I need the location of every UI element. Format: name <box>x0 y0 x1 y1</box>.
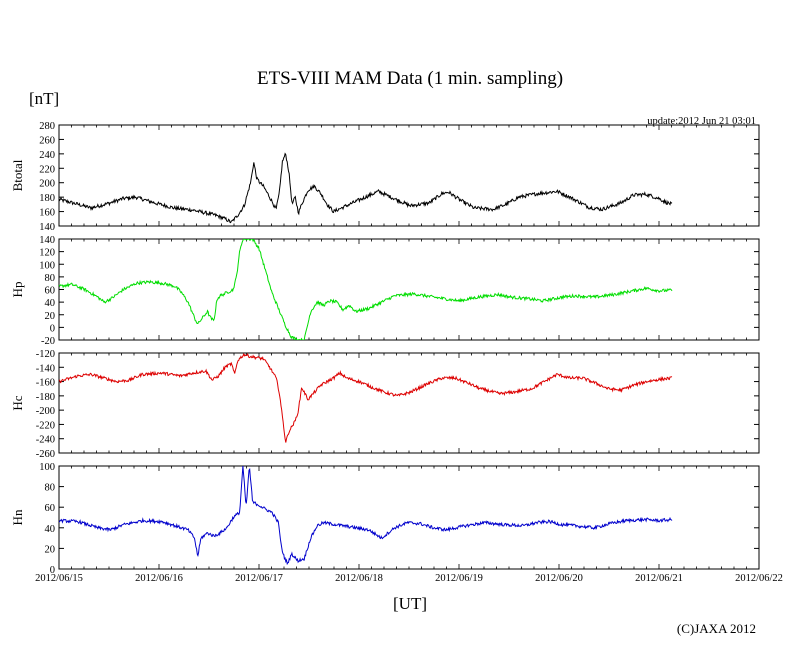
y-tick-label: 20 <box>45 311 56 322</box>
y-tick-label: 140 <box>39 222 55 233</box>
y-tick-label: -240 <box>36 435 55 446</box>
y-tick-label: -180 <box>36 392 55 403</box>
panel-frame <box>58 465 760 570</box>
y-tick-label: 80 <box>45 273 56 284</box>
y-tick-label: 120 <box>39 248 55 259</box>
x-tick-label: 2012/06/20 <box>535 573 583 584</box>
y-axis-label-hc: Hc <box>10 395 25 410</box>
series-line-hp <box>59 239 673 340</box>
y-axis-label-btotal: Btotal <box>10 159 25 191</box>
x-axis-label: [UT] <box>393 594 427 613</box>
series-line-hn <box>59 466 673 566</box>
series-line-hc <box>59 353 673 443</box>
x-tick-label: 2012/06/17 <box>235 573 283 584</box>
y-tick-label: 200 <box>39 179 55 190</box>
y-tick-label: 260 <box>39 135 55 146</box>
y-tick-label: 100 <box>39 462 55 473</box>
y-tick-label: 20 <box>45 544 56 555</box>
y-tick-label: 40 <box>45 298 56 309</box>
y-tick-label: -140 <box>36 363 55 374</box>
panel-hn: 0 20 40 60 80 100 Hn <box>10 462 760 576</box>
panel-btotal: 140 160 180 200 220 240 260 280 Btotal <box>10 121 760 233</box>
y-axis-label-hp: Hp <box>10 282 25 298</box>
update-timestamp: update:2012 Jun 21 03:01 <box>647 116 756 127</box>
x-tick-labels: 2012/06/15 2012/06/16 2012/06/17 2012/06/18… <box>35 573 783 584</box>
chart-title: ETS-VIII MAM Data (1 min. sampling) <box>257 68 563 89</box>
x-tick-label: 2012/06/21 <box>635 573 683 584</box>
y-tick-label: 140 <box>39 235 55 246</box>
unit-label: [nT] <box>29 89 59 108</box>
y-tick-label: -220 <box>36 420 55 431</box>
y-tick-label: 220 <box>39 164 55 175</box>
y-tick-label: 100 <box>39 260 55 271</box>
y-tick-label: 180 <box>39 193 55 204</box>
panel-frame <box>58 352 760 454</box>
x-tick-label: 2012/06/18 <box>335 573 383 584</box>
y-tick-label: 160 <box>39 208 55 219</box>
y-tick-label: 0 <box>50 323 55 334</box>
x-tick-label: 2012/06/15 <box>35 573 83 584</box>
x-tick-label: 2012/06/22 <box>735 573 783 584</box>
y-tick-label: 60 <box>45 503 56 514</box>
panels-group: 140160180200220240260280Btotal-200204060… <box>10 121 760 576</box>
series-line-btotal <box>59 152 673 224</box>
y-tick-label: -120 <box>36 349 55 360</box>
y-tick-label: -20 <box>41 336 55 347</box>
panel-hc: -260 -240 -220 -200 -180 -160 -140 -120 Hc <box>10 349 760 460</box>
panel-frame <box>58 124 760 227</box>
y-tick-label: 280 <box>39 121 55 132</box>
panel-frame <box>58 238 760 341</box>
y-tick-label: 80 <box>45 483 56 494</box>
x-tick-label: 2012/06/19 <box>435 573 483 584</box>
copyright-text: (C)JAXA 2012 <box>677 621 756 636</box>
y-axis-label-hn: Hn <box>10 509 25 525</box>
y-tick-label: -160 <box>36 378 55 389</box>
y-tick-label: -260 <box>36 449 55 460</box>
x-tick-label: 2012/06/16 <box>135 573 183 584</box>
y-tick-label: 40 <box>45 524 56 535</box>
y-tick-label: 60 <box>45 286 56 297</box>
y-tick-label: 240 <box>39 150 55 161</box>
y-tick-label: -200 <box>36 406 55 417</box>
y-tick-label: 0 <box>50 565 55 576</box>
